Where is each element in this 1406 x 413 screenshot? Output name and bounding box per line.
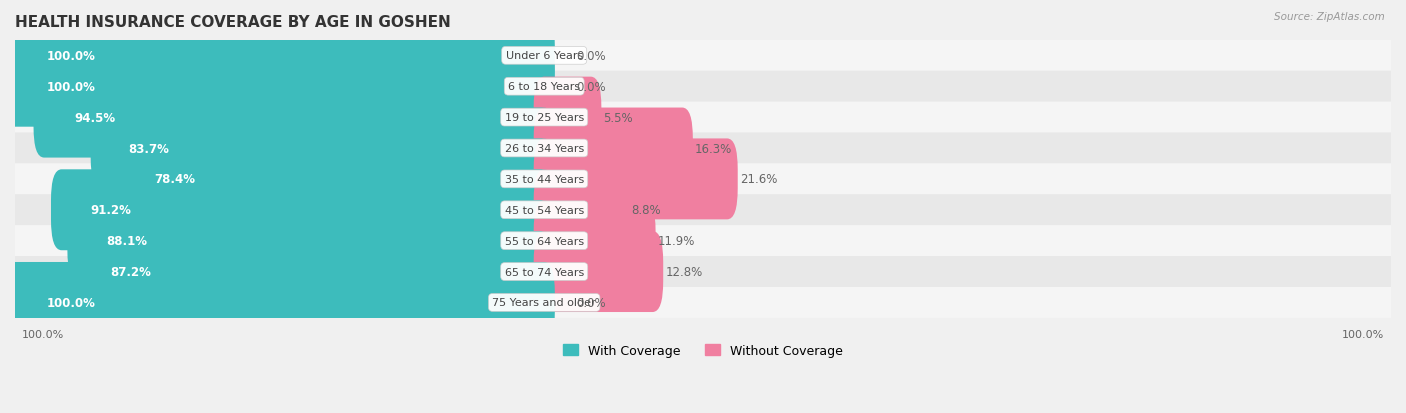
FancyBboxPatch shape	[534, 139, 738, 220]
Text: 6 to 18 Years: 6 to 18 Years	[508, 82, 581, 92]
Text: 21.6%: 21.6%	[740, 173, 778, 186]
Text: 0.0%: 0.0%	[576, 296, 606, 309]
Text: 16.3%: 16.3%	[695, 142, 733, 155]
FancyBboxPatch shape	[15, 287, 1391, 318]
FancyBboxPatch shape	[67, 201, 555, 281]
Text: Source: ZipAtlas.com: Source: ZipAtlas.com	[1274, 12, 1385, 22]
FancyBboxPatch shape	[534, 232, 664, 312]
FancyBboxPatch shape	[51, 170, 555, 251]
FancyBboxPatch shape	[534, 108, 693, 189]
Text: 88.1%: 88.1%	[105, 235, 148, 247]
Text: 100.0%: 100.0%	[46, 50, 96, 63]
Text: 91.2%: 91.2%	[90, 204, 131, 217]
Text: Under 6 Years: Under 6 Years	[506, 51, 583, 61]
FancyBboxPatch shape	[34, 78, 555, 158]
Text: 5.5%: 5.5%	[603, 112, 633, 124]
FancyBboxPatch shape	[534, 201, 655, 281]
FancyBboxPatch shape	[72, 232, 555, 312]
FancyBboxPatch shape	[4, 262, 555, 343]
Legend: With Coverage, Without Coverage: With Coverage, Without Coverage	[558, 339, 848, 362]
FancyBboxPatch shape	[4, 47, 555, 127]
FancyBboxPatch shape	[90, 108, 555, 189]
Text: 78.4%: 78.4%	[155, 173, 195, 186]
Text: HEALTH INSURANCE COVERAGE BY AGE IN GOSHEN: HEALTH INSURANCE COVERAGE BY AGE IN GOSH…	[15, 15, 451, 30]
Text: 83.7%: 83.7%	[128, 142, 169, 155]
FancyBboxPatch shape	[15, 41, 1391, 71]
Text: 35 to 44 Years: 35 to 44 Years	[505, 174, 583, 185]
Text: 11.9%: 11.9%	[658, 235, 695, 247]
Text: 45 to 54 Years: 45 to 54 Years	[505, 205, 583, 215]
Text: 0.0%: 0.0%	[576, 50, 606, 63]
FancyBboxPatch shape	[15, 256, 1391, 287]
FancyBboxPatch shape	[118, 139, 555, 220]
Text: 12.8%: 12.8%	[665, 266, 703, 278]
Text: 100.0%: 100.0%	[1341, 329, 1384, 339]
FancyBboxPatch shape	[534, 78, 602, 158]
FancyBboxPatch shape	[15, 71, 1391, 102]
Text: 55 to 64 Years: 55 to 64 Years	[505, 236, 583, 246]
Text: 87.2%: 87.2%	[111, 266, 152, 278]
Text: 100.0%: 100.0%	[22, 329, 65, 339]
FancyBboxPatch shape	[15, 133, 1391, 164]
FancyBboxPatch shape	[15, 164, 1391, 195]
Text: 65 to 74 Years: 65 to 74 Years	[505, 267, 583, 277]
Text: 8.8%: 8.8%	[631, 204, 661, 217]
FancyBboxPatch shape	[15, 102, 1391, 133]
FancyBboxPatch shape	[4, 16, 555, 97]
Text: 0.0%: 0.0%	[576, 81, 606, 93]
Text: 75 Years and older: 75 Years and older	[492, 298, 596, 308]
FancyBboxPatch shape	[15, 225, 1391, 256]
Text: 100.0%: 100.0%	[46, 81, 96, 93]
Text: 19 to 25 Years: 19 to 25 Years	[505, 113, 583, 123]
Text: 26 to 34 Years: 26 to 34 Years	[505, 144, 583, 154]
Text: 94.5%: 94.5%	[75, 112, 115, 124]
FancyBboxPatch shape	[534, 170, 630, 251]
FancyBboxPatch shape	[15, 195, 1391, 225]
Text: 100.0%: 100.0%	[46, 296, 96, 309]
